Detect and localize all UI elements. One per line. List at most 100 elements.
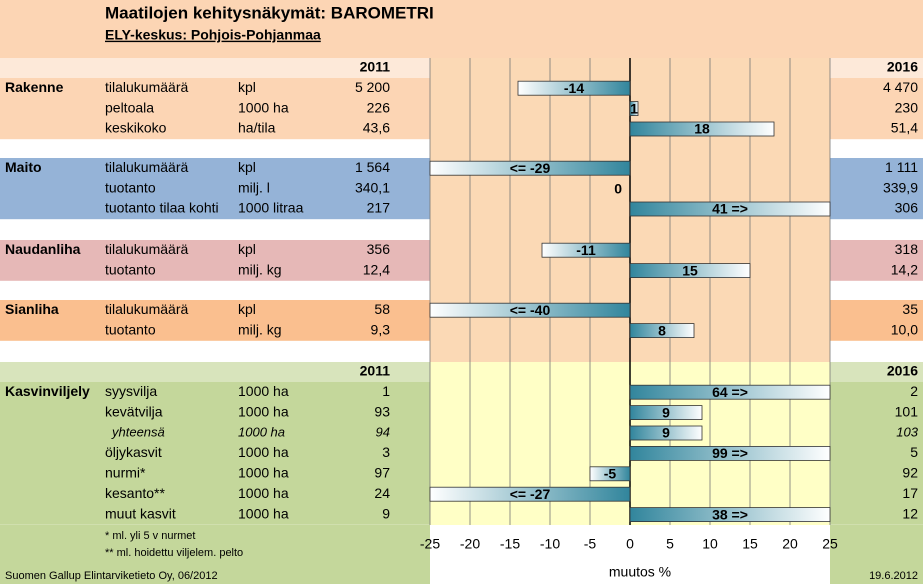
group-band (830, 382, 923, 525)
row-unit: 1000 ha (238, 403, 289, 419)
bar-label: 38 => (712, 506, 748, 522)
value-2011: 356 (367, 241, 391, 257)
value-2016: 14,2 (891, 261, 918, 277)
row-item: kevätvilja (105, 403, 163, 419)
group-label: Naudanliha (5, 241, 81, 257)
value-2016: 5 (910, 444, 918, 460)
row-unit: 1000 ha (238, 383, 289, 399)
x-tick-label: -25 (420, 536, 440, 552)
row-item: tuotanto (105, 179, 156, 195)
value-2011: 3 (382, 444, 390, 460)
bar-label: 99 => (712, 445, 748, 461)
value-2011: 1 564 (355, 159, 390, 175)
footnote: * ml. yli 5 v nurmet (105, 530, 195, 542)
row-item: tilalukumäärä (105, 79, 188, 95)
value-2011: 94 (376, 424, 390, 439)
value-2011: 12,4 (363, 261, 390, 277)
bar-label: 8 (658, 322, 666, 338)
value-2016: 103 (896, 424, 918, 439)
x-tick-label: 25 (822, 536, 838, 552)
row-unit: milj. kg (238, 321, 282, 337)
bar (629, 263, 751, 279)
title: Maatilojen kehitysnäkymät: BAROMETRI (105, 3, 434, 22)
value-2011: 226 (367, 99, 391, 115)
value-2011: 9,3 (371, 321, 391, 337)
value-2011: 1 (382, 383, 390, 399)
group-band (0, 78, 430, 140)
group-band (0, 382, 430, 525)
row-item: tilalukumäärä (105, 159, 188, 175)
bar-label: 0 (614, 180, 622, 196)
year-header: 2016 (887, 59, 918, 75)
bar (629, 101, 639, 116)
row-unit: 1000 ha (238, 99, 289, 115)
bar-label: <= -27 (510, 486, 551, 502)
value-2016: 35 (902, 301, 918, 317)
bar (629, 507, 831, 523)
value-2011: 58 (374, 301, 390, 317)
value-2016: 12 (902, 505, 918, 521)
value-2016: 1 111 (885, 159, 918, 175)
row-item: tuotanto (105, 321, 156, 337)
bar (629, 201, 831, 217)
row-item: tuotanto tilaa kohti (105, 200, 219, 216)
bar (629, 323, 695, 339)
group-label: Rakenne (5, 79, 64, 95)
bar (629, 425, 703, 441)
x-tick-label: -5 (584, 536, 597, 552)
group-band (0, 158, 430, 220)
row-item: tilalukumäärä (105, 241, 188, 257)
bar-label: 9 (662, 404, 670, 420)
value-2016: 92 (902, 465, 918, 481)
x-tick-label: -15 (500, 536, 520, 552)
row-item: nurmi* (105, 465, 146, 481)
title-band (0, 0, 923, 58)
bar (589, 466, 631, 482)
row-item: kesanto** (105, 485, 165, 501)
value-2016: 318 (895, 241, 919, 257)
row-unit: milj. kg (238, 261, 282, 277)
group-band (0, 240, 430, 281)
value-2011: 97 (374, 465, 390, 481)
value-2016: 51,4 (891, 120, 918, 136)
row-unit: kpl (238, 241, 256, 257)
value-2016: 4 470 (883, 79, 918, 95)
subtitle: ELY-keskus: Pohjois-Pohjanmaa (105, 27, 321, 43)
value-2011: 24 (374, 485, 390, 501)
value-2011: 217 (367, 200, 391, 216)
bar (629, 121, 775, 137)
value-2016: 2 (910, 383, 918, 399)
value-2016: 230 (895, 99, 919, 115)
bar (517, 80, 631, 96)
bar-label: <= -40 (510, 302, 551, 318)
x-tick-label: 5 (666, 536, 674, 552)
bar-label: 15 (682, 262, 698, 278)
group-band (0, 300, 430, 341)
row-unit: kpl (238, 301, 256, 317)
row-item: yhteensä (111, 424, 165, 439)
row-item: peltoala (105, 99, 154, 115)
footnote: ** ml. hoidettu viljelem. pelto (105, 547, 243, 559)
bar (429, 160, 631, 176)
row-unit: milj. l (238, 179, 270, 195)
value-2016: 101 (895, 403, 919, 419)
bar-label: 41 => (712, 201, 748, 217)
year-header: 2011 (360, 363, 391, 379)
row-item: tuotanto (105, 261, 156, 277)
value-2011: 340,1 (355, 179, 390, 195)
bar (541, 242, 631, 258)
bar (629, 384, 831, 400)
bar-label: 18 (694, 121, 710, 137)
group-band (830, 78, 923, 140)
row-item: muut kasvit (105, 505, 176, 521)
bar-label: -14 (564, 80, 584, 96)
x-tick-label: -10 (540, 536, 560, 552)
x-tick-label: 10 (702, 536, 718, 552)
group-band (830, 240, 923, 281)
value-2011: 9 (382, 505, 390, 521)
row-unit: 1000 ha (238, 505, 289, 521)
group-band (830, 300, 923, 341)
value-2011: 43,6 (363, 120, 390, 136)
value-2016: 10,0 (891, 321, 918, 337)
row-unit: 1000 ha (238, 424, 285, 439)
